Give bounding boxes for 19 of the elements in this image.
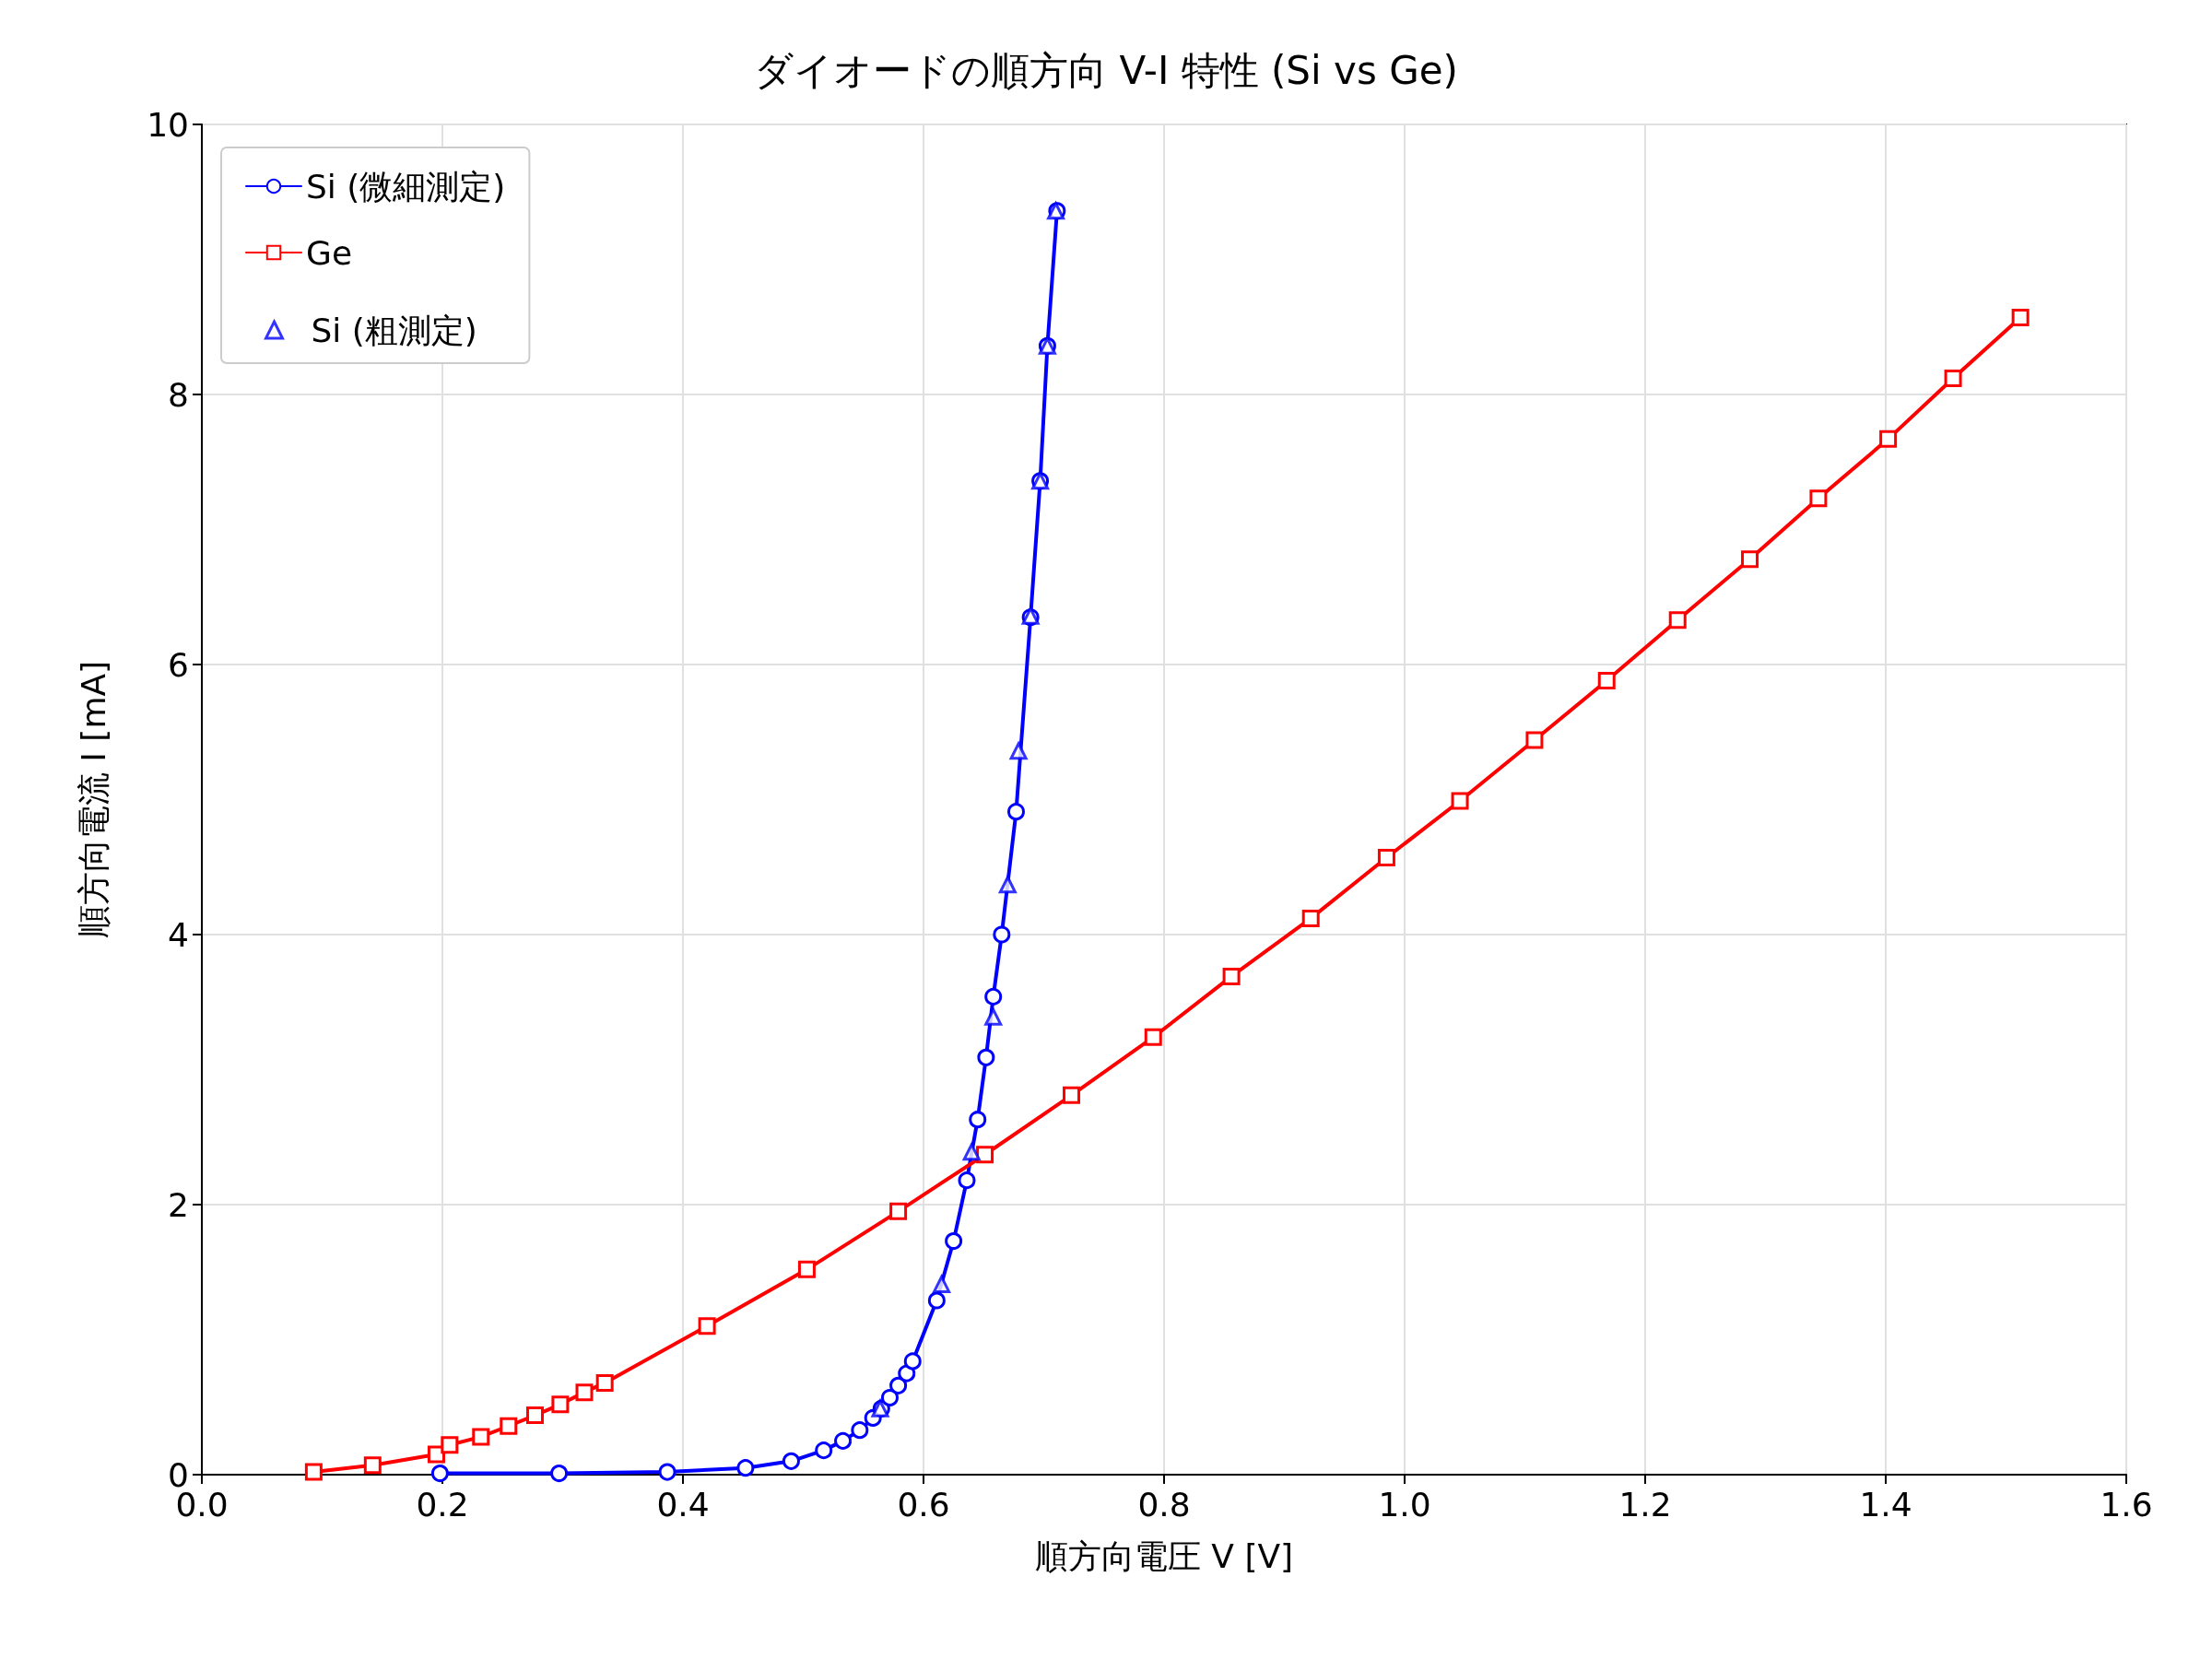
x-tick-label: 1.4: [1859, 1485, 1912, 1524]
legend-label: Ge: [306, 233, 353, 272]
x-tick-label: 0.2: [416, 1485, 469, 1524]
x-tick-label: 0.8: [1137, 1485, 1191, 1524]
y-tick-label: 6: [168, 645, 189, 684]
x-tick-label: 0.4: [656, 1485, 710, 1524]
y-tick-label: 4: [168, 915, 189, 954]
y-axis-title: 順方向電流 I [mA]: [74, 660, 112, 939]
legend-label: Si (微細測定): [306, 167, 506, 206]
y-tick-label: 2: [168, 1185, 189, 1224]
y-tick-label: 10: [147, 105, 189, 144]
chart-title: ダイオードの順方向 V-I 特性 (Si vs Ge): [754, 47, 1458, 93]
x-axis-title: 順方向電圧 V [V]: [1034, 1536, 1294, 1575]
x-tick-label: 1.6: [2100, 1485, 2153, 1524]
x-tick-label: 1.0: [1378, 1485, 1431, 1524]
legend-label: Si (粗測定): [311, 311, 477, 349]
x-tick-label: 1.2: [1618, 1485, 1672, 1524]
y-tick-label: 8: [168, 375, 189, 414]
x-tick-label: 0.6: [897, 1485, 950, 1524]
